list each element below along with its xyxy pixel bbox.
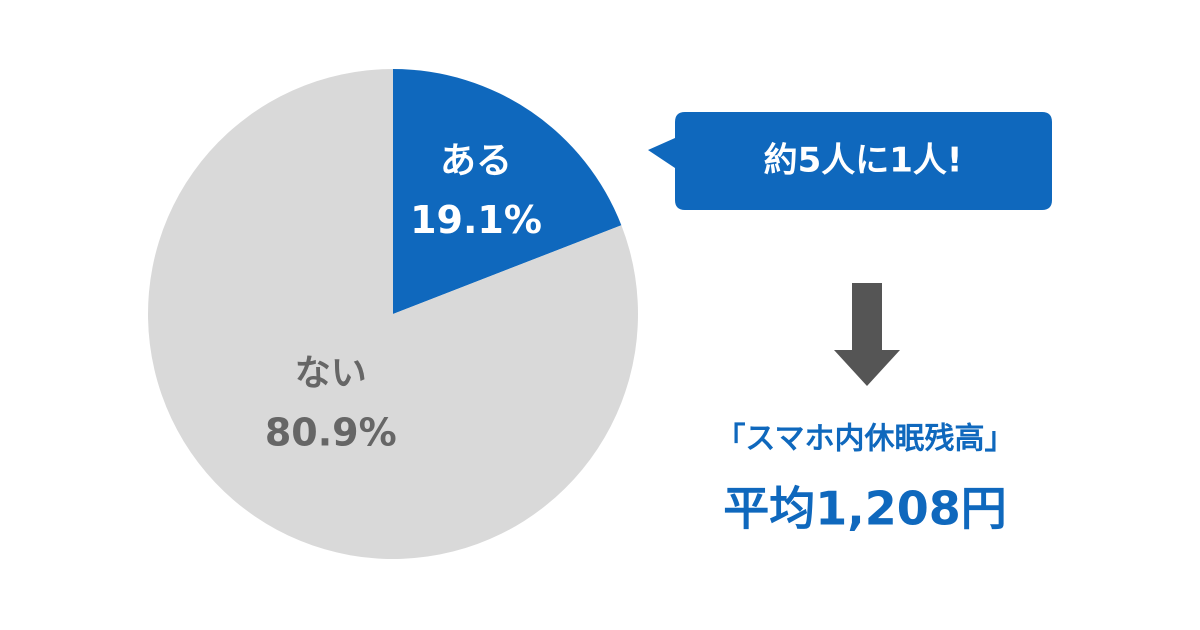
callout-box bbox=[648, 112, 1052, 210]
summary-heading: 「スマホ内休眠残高」 bbox=[715, 422, 1014, 457]
slice-value-label: 80.9% bbox=[265, 410, 397, 454]
summary-average: 平均1,208円 bbox=[723, 482, 1007, 536]
arrow-head bbox=[834, 350, 900, 386]
arrow-shaft bbox=[852, 283, 882, 353]
callout-text: 約5人に1人! bbox=[764, 141, 963, 181]
slice-label: ない bbox=[295, 353, 367, 394]
pie-slice bbox=[393, 69, 622, 314]
slice-value-label: 19.1% bbox=[410, 198, 542, 242]
pie-slice bbox=[147, 69, 638, 559]
slice-label: ある bbox=[440, 141, 512, 182]
